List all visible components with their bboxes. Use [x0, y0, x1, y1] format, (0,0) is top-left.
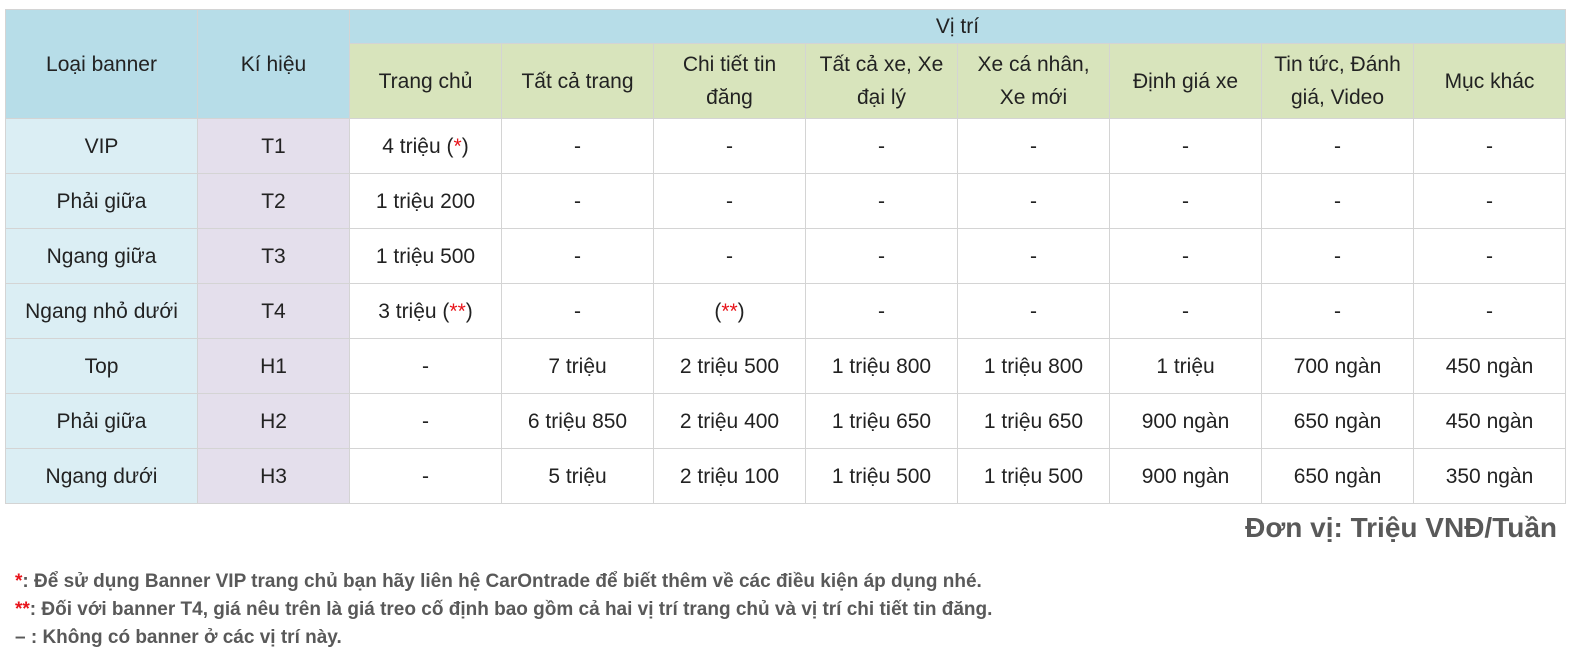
- price-cell: 700 ngàn: [1261, 338, 1414, 394]
- header-position-col: Chi tiết tin đăng: [653, 43, 806, 119]
- table-row: Phải giữa H2-6 triệu 850 2 triệu 400 1 triệ…: [5, 393, 1566, 449]
- price-cell: 1 triệu 200: [349, 173, 502, 229]
- price-cell: 1 triệu 500: [349, 228, 502, 284]
- header-position: Vị trí: [349, 9, 1566, 44]
- header-code: Kí hiệu: [197, 9, 350, 119]
- header-banner-type: Loại banner: [5, 9, 198, 119]
- price-cell: 5 triệu: [501, 448, 654, 504]
- banner-code-cell: T4: [197, 283, 350, 339]
- price-cell: -: [1261, 228, 1414, 284]
- price-cell: -: [957, 118, 1110, 174]
- table-row: Ngang nhỏ dưới T4 3 triệu (**) - (**) - - - - -: [5, 283, 1566, 339]
- price-cell: 3 triệu (**): [349, 283, 502, 339]
- price-cell: -: [349, 338, 502, 394]
- banner-type-cell: Ngang nhỏ dưới: [5, 283, 198, 339]
- footnote-mark: *: [453, 134, 462, 158]
- price-cell: -: [1413, 173, 1566, 229]
- banner-type-cell: Ngang dưới: [5, 448, 198, 504]
- price-cell: -: [1109, 173, 1262, 229]
- banner-pricing-table: Loại banner Kí hiệu Vị trí Trang chủ Tất …: [5, 9, 1566, 504]
- price-cell: 1 triệu 650: [805, 393, 958, 449]
- price-cell: -: [805, 118, 958, 174]
- footnote-mark: **: [721, 299, 738, 323]
- price-cell: 4 triệu (*): [349, 118, 502, 174]
- position-header-row: Trang chủ Tất cả trang Chi tiết tin đăng Tấ…: [6, 43, 1566, 119]
- banner-type-cell: Ngang giữa: [5, 228, 198, 284]
- footnote-mark: **: [449, 299, 466, 323]
- banner-code-cell: H1: [197, 338, 350, 394]
- banner-type-cell: Phải giữa: [5, 393, 198, 449]
- price-cell: 450 ngàn: [1413, 338, 1566, 394]
- price-cell: -: [349, 393, 502, 449]
- price-cell: 2 triệu 100: [653, 448, 806, 504]
- table-body: VIP T1 4 triệu (*) - - - - - - - Phải giữa T2 1 triệ…: [5, 118, 1566, 504]
- price-cell: -: [653, 118, 806, 174]
- price-cell: -: [805, 228, 958, 284]
- table-row: Ngang giữa T3 1 triệu 500- - - - - - -: [5, 228, 1566, 284]
- banner-code-cell: T1: [197, 118, 350, 174]
- price-cell: 2 triệu 400: [653, 393, 806, 449]
- header-position-col: Tin tức, Đánh giá, Video: [1261, 43, 1414, 119]
- price-cell: 650 ngàn: [1261, 448, 1414, 504]
- price-cell: -: [501, 173, 654, 229]
- price-cell: 1 triệu 800: [957, 338, 1110, 394]
- price-cell: 900 ngàn: [1109, 393, 1262, 449]
- banner-code-cell: H2: [197, 393, 350, 449]
- price-cell: -: [957, 283, 1110, 339]
- footnote-t4: **: Đối với banner T4, giá nêu trên là g…: [15, 599, 993, 620]
- header-position-col: Định giá xe: [1109, 43, 1262, 119]
- banner-code-cell: H3: [197, 448, 350, 504]
- price-cell: -: [1261, 283, 1414, 339]
- footnote-vip: *: Để sử dụng Banner VIP trang chủ bạn h…: [15, 571, 982, 592]
- table-row: Ngang dưới H3-5 triệu 2 triệu 100 1 triệu 5…: [5, 448, 1566, 504]
- price-cell: 450 ngàn: [1413, 393, 1566, 449]
- price-cell: -: [805, 173, 958, 229]
- header-position-col: Xe cá nhân, Xe mới: [957, 43, 1110, 119]
- table-row: Top H1-7 triệu 2 triệu 500 1 triệu 800 1 tri…: [5, 338, 1566, 394]
- table-row: Phải giữa T2 1 triệu 200- - - - - - -: [5, 173, 1566, 229]
- price-cell: -: [501, 283, 654, 339]
- price-cell: 1 triệu 500: [805, 448, 958, 504]
- price-cell: -: [653, 228, 806, 284]
- table-row: VIP T1 4 triệu (*) - - - - - - -: [5, 118, 1566, 174]
- banner-code-cell: T3: [197, 228, 350, 284]
- banner-code-cell: T2: [197, 173, 350, 229]
- price-cell: -: [349, 448, 502, 504]
- price-cell: 650 ngàn: [1261, 393, 1414, 449]
- header-position-col: Tất cả xe, Xe đại lý: [805, 43, 958, 119]
- price-cell: -: [1413, 283, 1566, 339]
- banner-type-cell: Top: [5, 338, 198, 394]
- footnote-dash: – : Không có banner ở các vị trí này.: [15, 627, 342, 648]
- price-cell: -: [1413, 118, 1566, 174]
- price-cell: (**): [653, 283, 806, 339]
- price-cell: 7 triệu: [501, 338, 654, 394]
- price-cell: -: [957, 173, 1110, 229]
- price-cell: -: [1261, 118, 1414, 174]
- price-cell: 6 triệu 850: [501, 393, 654, 449]
- unit-label: Đơn vị: Triệu VNĐ/Tuần: [1245, 512, 1557, 543]
- price-cell: 900 ngàn: [1109, 448, 1262, 504]
- price-cell: 1 triệu: [1109, 338, 1262, 394]
- price-cell: 1 triệu 650: [957, 393, 1110, 449]
- price-cell: -: [501, 228, 654, 284]
- banner-type-cell: Phải giữa: [5, 173, 198, 229]
- price-cell: 350 ngàn: [1413, 448, 1566, 504]
- price-cell: -: [1109, 283, 1262, 339]
- price-cell: -: [1261, 173, 1414, 229]
- price-cell: -: [957, 228, 1110, 284]
- price-cell: -: [653, 173, 806, 229]
- price-cell: -: [501, 118, 654, 174]
- price-cell: 1 triệu 500: [957, 448, 1110, 504]
- header-position-col: Mục khác: [1413, 43, 1566, 119]
- price-cell: -: [1109, 118, 1262, 174]
- price-cell: 1 triệu 800: [805, 338, 958, 394]
- price-cell: 2 triệu 500: [653, 338, 806, 394]
- banner-type-cell: VIP: [5, 118, 198, 174]
- header-position-col: Trang chủ: [349, 43, 502, 119]
- price-cell: -: [1413, 228, 1566, 284]
- price-cell: -: [805, 283, 958, 339]
- footnotes: *: Để sử dụng Banner VIP trang chủ bạn h…: [15, 568, 992, 652]
- price-cell: -: [1109, 228, 1262, 284]
- header-position-col: Tất cả trang: [501, 43, 654, 119]
